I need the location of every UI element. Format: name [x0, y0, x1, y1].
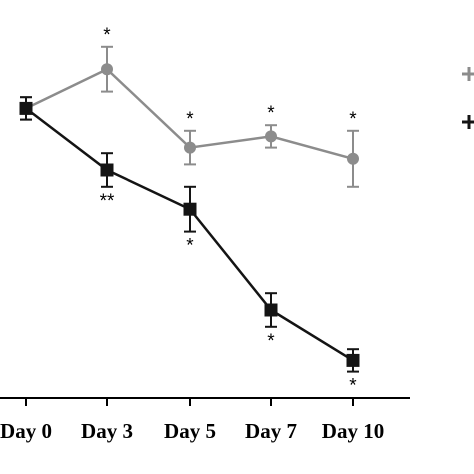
data-point — [346, 353, 360, 367]
data-point — [347, 152, 359, 165]
x-tick-label: Day 10 — [322, 419, 384, 443]
significance-marker: * — [267, 103, 275, 124]
x-tick-label: Day 3 — [81, 419, 133, 443]
x-tick-label: Day 0 — [0, 419, 52, 443]
data-point — [265, 130, 277, 143]
x-ticks: Day 0 Day 3 Day 5 Day 7 Day 10 — [0, 398, 384, 443]
series-2: ***** — [19, 96, 360, 397]
significance-marker: * — [349, 376, 357, 397]
significance-marker: * — [186, 109, 194, 130]
x-tick-label: Day 7 — [245, 419, 297, 443]
legend — [462, 67, 474, 129]
data-point — [100, 163, 114, 177]
data-point — [264, 303, 278, 317]
significance-marker: * — [103, 25, 111, 46]
series-1: * * * * — [20, 25, 359, 188]
data-point — [101, 63, 113, 76]
data-point — [183, 202, 197, 216]
legend-item-2 — [462, 115, 474, 129]
data-point — [19, 101, 33, 115]
series-layer: ** * ****** — [19, 25, 360, 397]
legend-item-1 — [462, 67, 474, 81]
significance-marker: * — [186, 236, 194, 257]
x-tick-label: Day 5 — [164, 419, 216, 443]
significance-marker: * — [349, 109, 357, 130]
significance-marker: ** — [100, 191, 115, 212]
data-point — [184, 141, 196, 154]
significance-marker: * — [267, 331, 275, 352]
